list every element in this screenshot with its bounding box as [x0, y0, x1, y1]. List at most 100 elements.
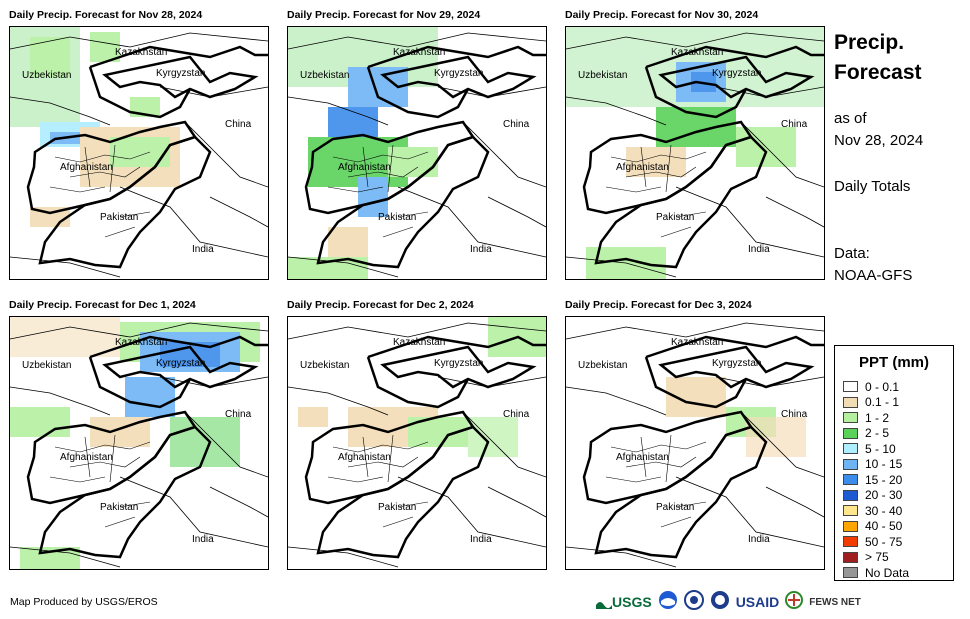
legend-item: 0 - 0.1 — [843, 379, 900, 394]
usgs-logo-icon: USGS — [596, 594, 652, 610]
label-afghanistan: Afghanistan — [616, 162, 669, 173]
label-afghanistan: Afghanistan — [338, 162, 391, 173]
as-of-date: as of Nov 28, 2024 — [834, 108, 923, 152]
logo-strip: USGS USAID FEWS NET — [596, 589, 861, 615]
label-kazakhstan: Kazakhstan — [393, 47, 446, 58]
legend-item: 5 - 10 — [843, 441, 896, 456]
noaa-logo-icon — [658, 590, 678, 615]
panel-title: Daily Precip. Forecast for Nov 30, 2024 — [565, 9, 759, 21]
legend-item: 15 - 20 — [843, 472, 903, 487]
forecast-map: Kazakhstan Uzbekistan Kyrgyzstan China A… — [565, 26, 825, 280]
legend-label: 30 - 40 — [865, 503, 903, 518]
label-pakistan: Pakistan — [656, 212, 695, 223]
legend-label: 2 - 5 — [865, 426, 890, 440]
usaid-logo-icon — [710, 590, 730, 615]
label-kazakhstan: Kazakhstan — [671, 47, 724, 58]
fews-logo-icon — [785, 590, 804, 614]
label-india: India — [470, 534, 492, 545]
panel-title: Daily Precip. Forecast for Nov 29, 2024 — [287, 9, 481, 21]
label-india: India — [748, 244, 770, 255]
legend-swatch — [843, 396, 858, 408]
label-kyrgyzstan: Kyrgyzstan — [434, 68, 484, 79]
label-kazakhstan: Kazakhstan — [671, 337, 724, 348]
legend-title: PPT (mm) — [858, 354, 929, 371]
panel-title: Daily Precip. Forecast for Nov 28, 2024 — [9, 9, 203, 21]
usaid-logo-text: USAID — [735, 594, 780, 610]
label-kazakhstan: Kazakhstan — [115, 337, 168, 348]
fews-logo-text: FEWS NET — [809, 596, 861, 608]
forecast-map: Kazakhstan Uzbekistan Kyrgyzstan China A… — [9, 316, 269, 570]
forecast-map: Kazakhstan Uzbekistan Kyrgyzstan China A… — [9, 26, 269, 280]
legend-item: > 75 — [843, 550, 889, 564]
label-india: India — [192, 534, 214, 545]
label-uzbekistan: Uzbekistan — [22, 360, 72, 371]
label-uzbekistan: Uzbekistan — [300, 70, 350, 81]
label-kyrgyzstan: Kyrgyzstan — [434, 358, 484, 369]
label-kyrgyzstan: Kyrgyzstan — [712, 358, 762, 369]
label-afghanistan: Afghanistan — [616, 452, 669, 463]
forecast-map: Kazakhstan Uzbekistan Kyrgyzstan China A… — [287, 316, 547, 570]
label-china: China — [225, 409, 252, 420]
legend-item: 0.1 - 1 — [843, 395, 900, 409]
legend-swatch — [843, 551, 858, 563]
legend-swatch — [843, 520, 858, 532]
legend-item: No Data — [843, 566, 909, 580]
map-title: Precip. Forecast — [834, 28, 922, 88]
data-source: Data: NOAA-GFS — [834, 243, 912, 287]
label-india: India — [748, 534, 770, 545]
forecast-map: Kazakhstan Uzbekistan Kyrgyzstan China A… — [565, 316, 825, 570]
label-kyrgyzstan: Kyrgyzstan — [156, 358, 206, 369]
legend-item: 40 - 50 — [843, 519, 902, 533]
label-china: China — [781, 409, 808, 420]
label-china: China — [503, 409, 530, 420]
forecast-map: Kazakhstan Uzbekistan Kyrgyzstan China A… — [287, 26, 547, 280]
legend-label: 0.1 - 1 — [865, 395, 900, 409]
label-afghanistan: Afghanistan — [60, 452, 113, 463]
title-line-2: Forecast — [834, 61, 922, 84]
legend-label: 20 - 30 — [865, 488, 903, 502]
legend-item: 1 - 2 — [843, 410, 890, 425]
label-india: India — [192, 244, 214, 255]
panel-title: Daily Precip. Forecast for Dec 2, 2024 — [287, 299, 474, 311]
label-india: India — [470, 244, 492, 255]
label-china: China — [503, 119, 530, 130]
label-china: China — [225, 119, 252, 130]
as-of-label: as of — [834, 110, 867, 127]
legend-item: 50 - 75 — [843, 534, 903, 549]
title-line-1: Precip. — [834, 31, 905, 54]
legend-label: 10 - 15 — [865, 457, 903, 471]
label-china: China — [781, 119, 808, 130]
data-source-label: Data: — [834, 245, 870, 262]
label-pakistan: Pakistan — [656, 502, 695, 513]
label-kyrgyzstan: Kyrgyzstan — [712, 68, 762, 79]
label-uzbekistan: Uzbekistan — [578, 70, 628, 81]
data-source-value: NOAA-GFS — [834, 267, 913, 284]
legend-swatch — [843, 536, 858, 547]
label-afghanistan: Afghanistan — [60, 162, 113, 173]
legend-item: 20 - 30 — [843, 488, 903, 502]
label-afghanistan: Afghanistan — [338, 452, 391, 463]
legend-label: > 75 — [865, 550, 889, 564]
label-uzbekistan: Uzbekistan — [578, 360, 628, 371]
label-pakistan: Pakistan — [378, 212, 417, 223]
label-pakistan: Pakistan — [100, 212, 139, 223]
legend-label: 1 - 2 — [865, 410, 890, 425]
daily-totals-label: Daily Totals — [834, 178, 911, 195]
legend-label: 50 - 75 — [865, 534, 903, 549]
legend-item: 30 - 40 — [843, 503, 903, 518]
label-kazakhstan: Kazakhstan — [115, 47, 168, 58]
legend-swatch — [843, 381, 858, 392]
legend-swatch — [843, 458, 858, 470]
legend-label: 5 - 10 — [865, 441, 896, 456]
legend-swatch — [843, 474, 858, 485]
map-credit: Map Produced by USGS/EROS — [10, 596, 158, 608]
panel-title: Daily Precip. Forecast for Dec 3, 2024 — [565, 299, 752, 311]
legend-label: 15 - 20 — [865, 472, 903, 487]
label-kazakhstan: Kazakhstan — [393, 337, 446, 348]
legend-label: 0 - 0.1 — [865, 379, 900, 394]
legend-swatch — [843, 443, 858, 454]
as-of-value: Nov 28, 2024 — [834, 132, 924, 149]
panel-title: Daily Precip. Forecast for Dec 1, 2024 — [9, 299, 196, 311]
label-uzbekistan: Uzbekistan — [22, 70, 72, 81]
